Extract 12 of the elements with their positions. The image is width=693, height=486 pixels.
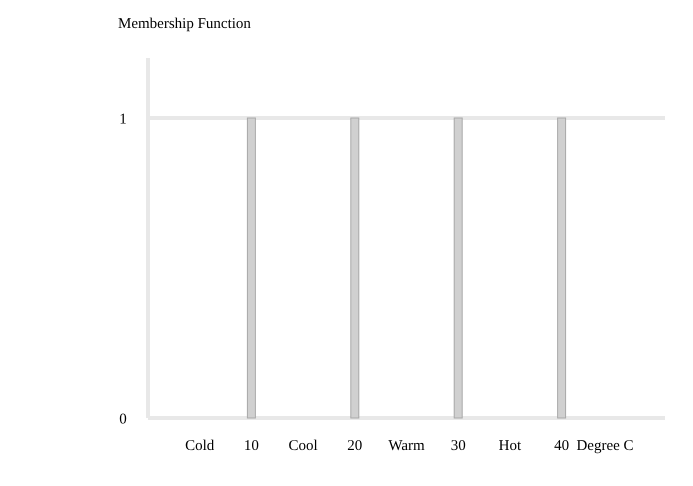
x-tick-label: 40 [554,438,570,454]
x-tick-label: Hot [498,438,522,454]
x-tick-label: Warm [388,438,425,454]
y-tick-label: 1 [119,111,127,128]
y-tick-label: 0 [119,411,127,428]
x-tick-label: 30 [450,438,466,454]
x-tick-label: 10 [244,438,259,454]
x-axis-title: Degree C [576,438,634,454]
x-tick-label: 20 [347,438,362,454]
x-tick-label: Cold [185,438,215,454]
x-tick-label: Cool [288,438,318,454]
y-axis-title: Membership Function [118,16,252,32]
